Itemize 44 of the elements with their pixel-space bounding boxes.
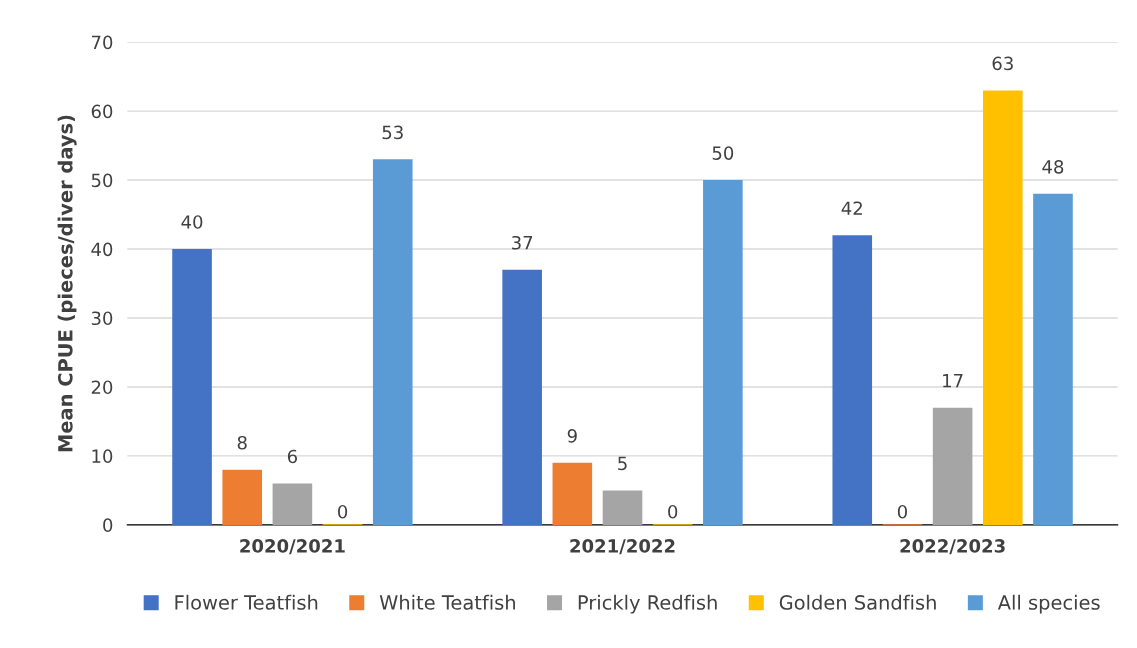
bar [1033,193,1073,525]
y-tick-label: 60 [91,104,113,119]
legend-label: White Teatfish [379,594,515,610]
bar [703,180,743,525]
legend-label: Golden Sandfish [779,594,936,610]
bar [982,90,1023,525]
y-axis-title: Mean CPUE (pieces/diver days) [57,115,77,452]
bar [552,462,593,525]
y-tick-label: 0 [103,518,113,532]
bar [372,159,413,525]
y-tick-label: 70 [91,35,113,50]
data-label: 0 [668,504,678,519]
data-label: 42 [841,201,862,215]
bar [272,483,313,525]
data-label: 48 [1042,160,1064,174]
data-label: 8 [237,435,247,450]
y-tick-label: 20 [91,380,113,395]
x-tick-label: 2021/2022 [570,539,675,555]
data-label: 17 [943,374,963,388]
data-label: 53 [382,125,403,140]
data-label: 6 [287,449,298,464]
legend-label: Flower Teatfish [175,594,318,610]
data-label: 63 [992,56,1013,71]
bar [932,407,973,525]
data-label: 50 [712,146,734,160]
data-label: 40 [181,215,203,229]
data-label: 0 [897,504,907,519]
bar [502,269,542,525]
x-tick-label: 2020/2021 [240,539,345,555]
bar [602,490,643,525]
bar [172,249,212,525]
data-label: 9 [567,428,577,443]
bar [222,469,263,525]
x-tick-label: 2022/2023 [900,539,1005,555]
y-tick-label: 30 [91,311,113,326]
y-tick-label: 10 [92,449,113,464]
y-tick-label: 50 [91,173,113,188]
data-label: 5 [618,456,627,471]
y-tick-label: 40 [91,242,113,257]
legend-label: All species [997,594,1100,614]
data-label: 0 [338,504,348,519]
data-label: 37 [512,235,533,250]
bar [832,235,873,525]
legend-label: Prickly Redfish [578,594,717,614]
